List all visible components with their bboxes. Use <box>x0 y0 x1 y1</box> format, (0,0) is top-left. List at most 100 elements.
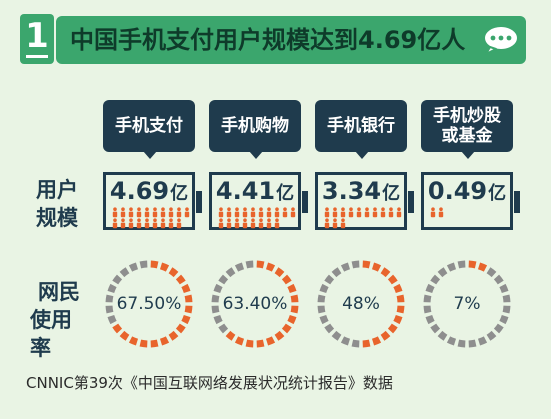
person-icon <box>324 207 330 218</box>
ring-segment-empty <box>331 267 342 278</box>
chat-bubble-icon <box>483 25 519 55</box>
value-unit: 亿 <box>488 183 507 204</box>
page-title: 中国手机支付用户规模达到4.69亿人 <box>70 26 466 54</box>
ring-segments <box>317 260 405 348</box>
ring-segment-empty <box>340 336 351 346</box>
ring-segment-empty <box>319 283 329 294</box>
ring-segment-filled <box>387 274 398 285</box>
ring-segment-filled <box>175 274 186 285</box>
ring-segment-empty <box>499 314 509 325</box>
ring-segment-empty <box>107 314 117 325</box>
header-mobile-shopping: 手机购物 <box>209 100 301 159</box>
user-scale-value: 4.69亿 <box>106 177 192 208</box>
ring-segment-empty <box>425 314 435 325</box>
ring-segment-filled <box>274 267 285 278</box>
row-label-usage-rate: 网民 使用率 <box>30 278 90 362</box>
ring-segment-empty <box>351 339 360 348</box>
ring-segment-filled <box>181 283 191 294</box>
person-icon <box>218 218 224 229</box>
ring-segment-filled <box>245 339 254 348</box>
ring-segment-empty <box>234 262 245 272</box>
ring-segment-filled <box>150 339 159 348</box>
ring-segment-filled <box>181 314 191 325</box>
row-label-user-scale: 用户 规模 <box>36 176 96 232</box>
ring-segments <box>211 260 299 348</box>
user-scale-battery: 4.41亿 <box>209 172 308 230</box>
ring-segment-filled <box>380 267 391 278</box>
user-scale-battery: 3.34亿 <box>315 172 414 230</box>
section-number-tile: 1 <box>20 14 54 64</box>
row-label-line: 使用率 <box>30 308 72 360</box>
row-label-line: 规模 <box>36 206 78 230</box>
ring-segment-empty <box>425 283 435 294</box>
ring-segment-filled <box>159 336 170 346</box>
person-icon <box>136 207 142 218</box>
ring-segment-empty <box>317 305 326 314</box>
section-number: 1 <box>25 16 49 56</box>
person-icon <box>144 218 150 229</box>
ring-segment-filled <box>396 294 405 303</box>
person-icon <box>250 218 256 229</box>
person-icon <box>388 207 394 218</box>
ring-segment-filled <box>281 274 292 285</box>
person-icon <box>144 207 150 218</box>
person-icon <box>340 207 346 218</box>
row-label-line: 用户 <box>36 178 78 202</box>
ring-segment-filled <box>281 323 292 334</box>
person-icon <box>176 218 182 229</box>
ring-segment-empty <box>457 260 466 269</box>
person-icon <box>218 207 224 218</box>
ring-segment-filled <box>168 330 179 341</box>
ring-segment-empty <box>324 274 335 285</box>
person-icon <box>372 207 378 218</box>
ring-segment-empty <box>105 294 114 303</box>
ring-segment-filled <box>234 336 245 346</box>
ring-segment-filled <box>396 305 405 314</box>
ring-segment-filled <box>274 330 285 341</box>
ring-segment-filled <box>290 294 299 303</box>
ring-segment-filled <box>128 336 139 346</box>
header-mobile-stocks-funds: 手机炒股 或基金 <box>421 100 513 159</box>
ring-segment-filled <box>393 314 403 325</box>
ring-segment-empty <box>430 274 441 285</box>
header-mobile-payment: 手机支付 <box>103 100 195 159</box>
value-number: 4.41 <box>215 177 276 205</box>
person-icon <box>120 218 126 229</box>
person-icon <box>152 218 158 229</box>
people-icons <box>324 207 402 229</box>
value-number: 4.69 <box>109 177 170 205</box>
ring-segment-empty <box>486 330 497 341</box>
ring-segment-filled <box>468 260 477 269</box>
person-icon <box>250 207 256 218</box>
usage-rate-ring: 63.40% <box>207 256 303 352</box>
user-scale-battery: 0.49亿 <box>421 172 520 230</box>
user-scale-value: 4.41亿 <box>212 177 298 208</box>
people-icons <box>430 207 444 218</box>
person-icon <box>226 218 232 229</box>
ring-segment-filled <box>256 260 265 269</box>
usage-rate-ring: 48% <box>313 256 409 352</box>
ring-segment-empty <box>128 262 139 272</box>
ring-segment-filled <box>184 294 193 303</box>
battery-cap <box>196 191 202 213</box>
person-icon <box>332 207 338 218</box>
ring-segment-empty <box>486 267 497 278</box>
person-icon <box>168 218 174 229</box>
ring-segment-empty <box>499 283 509 294</box>
ring-segment-filled <box>362 339 371 348</box>
ring-segment-filled <box>362 260 371 269</box>
ring-segment-empty <box>437 267 448 278</box>
person-icon <box>396 207 402 218</box>
ring-segment-filled <box>287 283 297 294</box>
ring-segment-empty <box>218 323 229 334</box>
user-scale-value: 0.49亿 <box>424 177 510 208</box>
person-icon <box>282 207 288 218</box>
person-icon <box>324 218 330 229</box>
ring-segment-filled <box>112 323 123 334</box>
number-underline <box>26 55 48 58</box>
ring-segment-empty <box>119 267 130 278</box>
ring-segment-filled <box>119 330 130 341</box>
ring-segment-empty <box>437 330 448 341</box>
person-icon <box>136 218 142 229</box>
ring-segments <box>423 260 511 348</box>
